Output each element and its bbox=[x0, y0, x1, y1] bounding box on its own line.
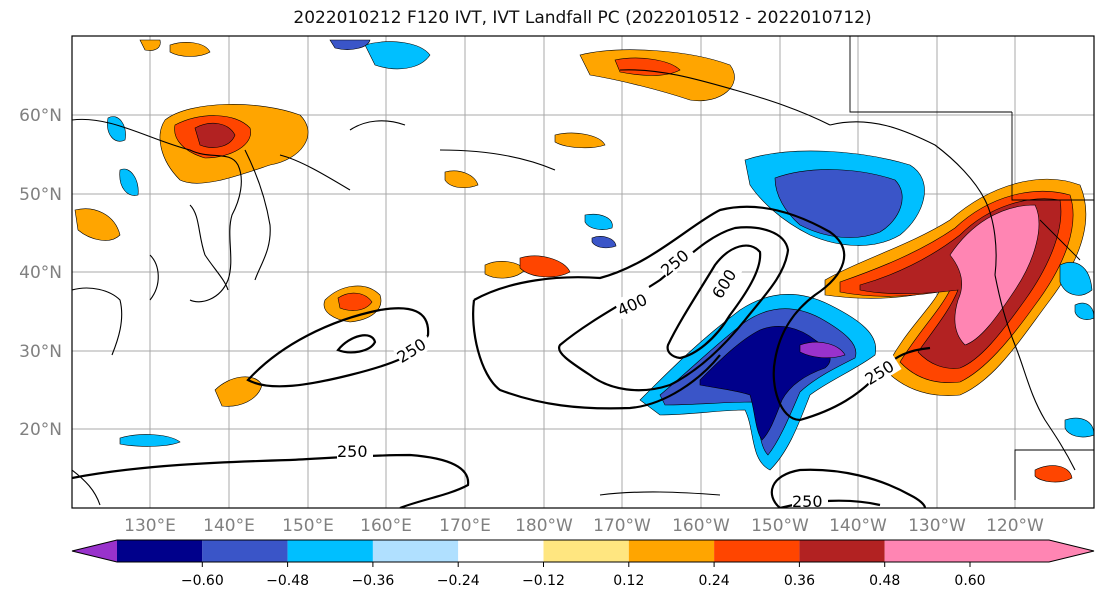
lon-label: 160°W bbox=[672, 516, 730, 536]
lon-label: 170°W bbox=[593, 516, 651, 536]
lon-label: 150°E bbox=[282, 516, 334, 536]
negative-ivt-shading bbox=[107, 39, 1094, 471]
colorbar-tick-label: 0.60 bbox=[954, 573, 985, 589]
map-frame bbox=[71, 35, 1095, 509]
lon-label: 170°E bbox=[439, 516, 491, 536]
lon-label: 130°W bbox=[908, 516, 966, 536]
colorbar-segment bbox=[287, 540, 373, 562]
colorbar-segment bbox=[799, 540, 885, 562]
lon-label: 140°E bbox=[203, 516, 255, 536]
colorbar-outline bbox=[71, 539, 1095, 563]
coastlines bbox=[72, 69, 1076, 506]
colorbar-segment bbox=[628, 540, 715, 562]
lat-label: 30°N bbox=[19, 342, 62, 362]
colorbar-tick-label: −0.12 bbox=[522, 573, 565, 589]
colorbar-segment bbox=[202, 540, 288, 562]
lat-label: 60°N bbox=[19, 106, 62, 126]
ivt-contours bbox=[72, 205, 931, 508]
colorbar-tick-label: −0.48 bbox=[266, 573, 309, 589]
positive-ivt-shading bbox=[74, 39, 1087, 483]
contour-label: 250 bbox=[337, 442, 368, 461]
colorbar-segment bbox=[543, 540, 629, 562]
lat-label: 40°N bbox=[19, 263, 62, 283]
colorbar-segment bbox=[72, 540, 117, 562]
colorbar-tick-label: −0.60 bbox=[181, 573, 224, 589]
colorbar-tick-label: 0.12 bbox=[613, 573, 644, 589]
colorbar-tick-label: 0.36 bbox=[784, 573, 815, 589]
lon-label: 130°E bbox=[124, 516, 176, 536]
colorbar-tick-label: 0.48 bbox=[869, 573, 900, 589]
colorbar-tick-label: 0.24 bbox=[699, 573, 730, 589]
lat-label: 50°N bbox=[19, 185, 62, 205]
contour-label: 250 bbox=[792, 492, 823, 511]
lon-label: 120°W bbox=[986, 516, 1044, 536]
lon-label: 180°W bbox=[515, 516, 573, 536]
lon-label: 150°W bbox=[751, 516, 809, 536]
colorbar-segment bbox=[884, 540, 1094, 562]
colorbar-segment bbox=[372, 540, 459, 562]
map-title: 2022010212 F120 IVT, IVT Landfall PC (20… bbox=[293, 8, 872, 28]
colorbar-tick-label: −0.36 bbox=[351, 573, 394, 589]
colorbar-segment bbox=[714, 540, 800, 562]
lat-label: 20°N bbox=[19, 420, 62, 440]
colorbar-segment bbox=[117, 540, 203, 562]
political-borders bbox=[849, 36, 1094, 500]
lon-label: 140°W bbox=[829, 516, 887, 536]
lon-label: 160°E bbox=[360, 516, 412, 536]
colorbar-tick-label: −0.24 bbox=[437, 573, 480, 589]
colorbar bbox=[71, 539, 1095, 563]
colorbar-segment bbox=[458, 540, 544, 562]
